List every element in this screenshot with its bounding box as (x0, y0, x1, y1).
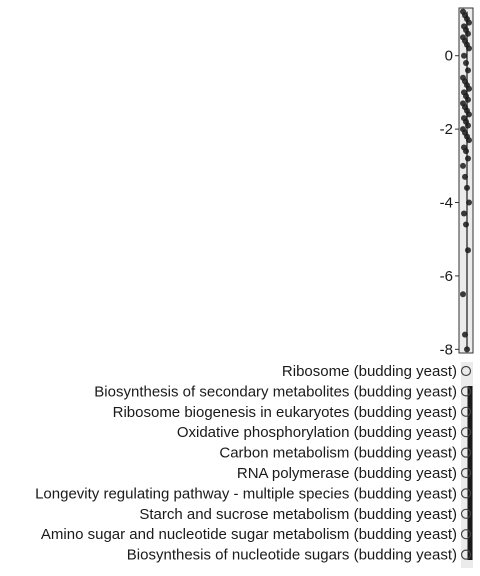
data-point (462, 173, 468, 180)
term-marker (460, 406, 472, 417)
data-point (465, 30, 471, 37)
term-label: Ribosome biogenesis in eukaryotes (buddi… (113, 404, 457, 421)
data-point (466, 111, 472, 118)
term-label: Longevity regulating pathway - multiple … (35, 485, 457, 502)
data-point (460, 291, 466, 298)
data-point (466, 85, 472, 92)
term-labels: Ribosome (budding yeast) Biosynthesis of … (35, 362, 473, 568)
data-point (466, 137, 472, 144)
y-axis: 0 -2 -4 -6 -8 (440, 48, 459, 358)
term-label: Amino sugar and nucleotide sugar metabol… (41, 526, 457, 543)
data-point (465, 122, 471, 129)
data-point (463, 221, 469, 228)
data-point (464, 346, 470, 353)
data-point (465, 67, 471, 74)
data-point (463, 60, 469, 67)
y-tick-label: -2 (440, 121, 453, 138)
y-tick-label: -6 (440, 268, 453, 285)
term-marker (460, 386, 472, 397)
term-marker (460, 529, 472, 540)
data-point (466, 19, 472, 26)
term-marker (460, 447, 472, 458)
data-point (460, 162, 466, 169)
plot-panel (458, 7, 474, 354)
plot-panel-layer (458, 7, 474, 354)
data-point (461, 52, 467, 59)
term-marker (460, 549, 472, 560)
data-point (463, 148, 469, 155)
y-tick-label: -4 (440, 195, 453, 212)
term-label: Biosynthesis of secondary metabolites (b… (94, 383, 457, 400)
term-label: Ribosome (budding yeast) (282, 363, 457, 380)
y-tick-label: 0 (445, 48, 453, 65)
term-marker (460, 488, 472, 499)
term-label: Carbon metabolism (budding yeast) (219, 445, 457, 462)
data-point (466, 45, 472, 52)
data-point (466, 199, 472, 206)
term-label: Biosynthesis of nucleotide sugars (buddi… (127, 547, 457, 564)
term-marker (460, 365, 472, 377)
data-point (465, 96, 471, 103)
term-label: Starch and sucrose metabolism (budding y… (139, 506, 457, 523)
term-marker (460, 467, 472, 479)
term-label: Oxidative phosphorylation (budding yeast… (177, 424, 457, 441)
data-point (461, 210, 467, 217)
data-point (465, 155, 471, 162)
term-marker (460, 427, 472, 438)
y-tick-label: -8 (440, 341, 453, 358)
term-label: RNA polymerase (budding yeast) (237, 465, 457, 482)
data-point (462, 331, 468, 338)
data-point (464, 184, 470, 191)
points-layer (460, 8, 472, 353)
data-point (465, 247, 471, 254)
term-marker (460, 508, 472, 519)
